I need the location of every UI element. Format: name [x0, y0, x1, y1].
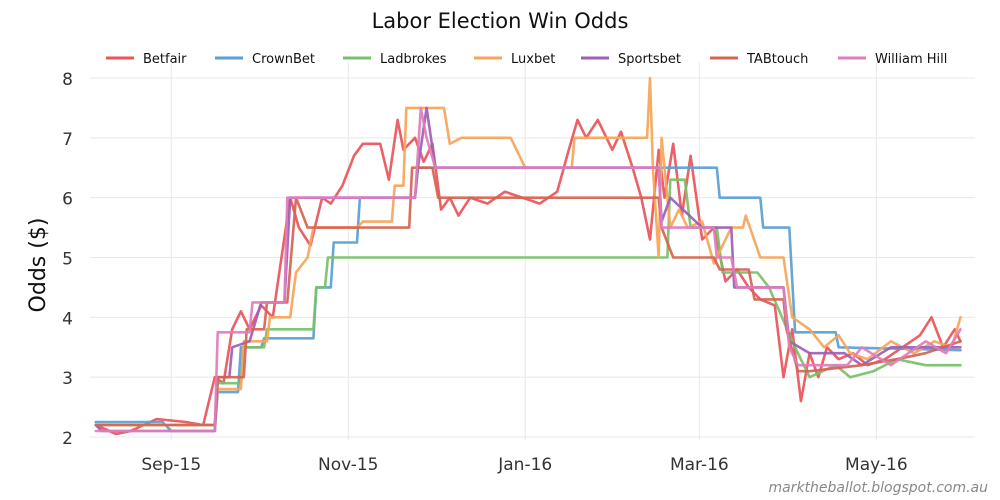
y-tick-label: 5	[62, 249, 73, 269]
series-line-tabtouch	[94, 166, 962, 427]
y-tick-label: 2	[62, 429, 73, 449]
series-line-william-hill	[94, 106, 962, 433]
x-tick-label: Jan-16	[497, 455, 552, 475]
y-axis-label: Odds ($)	[26, 218, 51, 313]
x-axis-ticks: Sep-15 Nov-15 Jan-16 Mar-16 May-16	[141, 455, 907, 475]
series-line-luxbet	[94, 76, 962, 427]
y-tick-label: 6	[62, 190, 73, 210]
y-axis-ticks: 2 3 4 5 6 7 8	[62, 70, 73, 449]
legend-label: TABtouch	[746, 52, 808, 67]
credit-text: marktheballot.blogspot.com.au	[768, 480, 988, 496]
gridlines	[90, 62, 975, 440]
chart-title: Labor Election Win Odds	[372, 9, 629, 33]
legend-item-sportsbet: Sportsbet	[581, 52, 681, 67]
y-tick-label: 3	[62, 369, 73, 389]
legend-label: Sportsbet	[618, 52, 681, 67]
legend-item-luxbet: Luxbet	[474, 52, 555, 67]
series-lines	[94, 76, 962, 436]
legend-label: Luxbet	[511, 52, 555, 67]
legend-item-crownbet: CrownBet	[215, 52, 315, 67]
x-tick-label: Mar-16	[670, 455, 729, 475]
y-tick-label: 7	[62, 130, 73, 150]
x-tick-label: Sep-15	[141, 455, 201, 475]
y-tick-label: 8	[62, 70, 73, 90]
legend-label: William Hill	[875, 52, 947, 67]
legend-item-william-hill: William Hill	[838, 52, 947, 67]
legend-label: Betfair	[143, 52, 187, 67]
x-tick-label: May-16	[845, 455, 908, 475]
legend-item-betfair: Betfair	[106, 52, 187, 67]
series-line-crownbet	[94, 166, 962, 433]
x-tick-label: Nov-15	[318, 455, 379, 475]
legend-item-ladbrokes: Ladbrokes	[343, 52, 447, 67]
legend: Betfair CrownBet Ladbrokes Luxbet Sportsbet T…	[106, 52, 947, 67]
legend-item-tabtouch: TABtouch	[710, 52, 808, 67]
legend-label: Ladbrokes	[380, 52, 447, 67]
legend-label: CrownBet	[252, 52, 315, 67]
y-tick-label: 4	[62, 309, 73, 329]
series-line-ladbrokes	[94, 178, 962, 427]
